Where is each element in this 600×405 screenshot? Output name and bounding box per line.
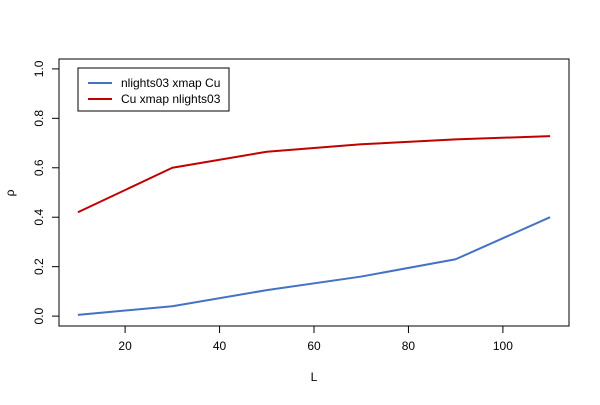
legend-label-1: nlights03 xmap Cu (121, 76, 220, 90)
y-tick-label: 0.6 (32, 159, 46, 176)
x-tick-label: 100 (493, 339, 513, 353)
series-line-1 (77, 216, 551, 316)
series-line-2 (77, 135, 551, 214)
series-lines (77, 135, 551, 316)
x-axis-label: L (311, 370, 318, 384)
x-tick-label: 80 (402, 339, 416, 353)
legend-label-2: Cu xmap nlights03 (121, 92, 221, 106)
y-tick-label: 0.8 (32, 110, 46, 127)
x-tick-label: 60 (307, 339, 321, 353)
y-tick-label: 0.0 (32, 307, 46, 324)
x-tick-label: 20 (118, 339, 132, 353)
y-tick-label: 0.4 (32, 209, 46, 226)
y-tick-label: 0.2 (32, 258, 46, 275)
y-tick-label: 1.0 (32, 60, 46, 77)
legend: nlights03 xmap Cu Cu xmap nlights03 (77, 67, 230, 112)
y-axis-label: ρ (3, 189, 17, 196)
axes: 20 40 60 80 100 0.0 0.2 0.4 0.6 0.8 1.0 (32, 60, 513, 353)
legend-box (77, 67, 230, 112)
x-tick-label: 40 (213, 339, 227, 353)
